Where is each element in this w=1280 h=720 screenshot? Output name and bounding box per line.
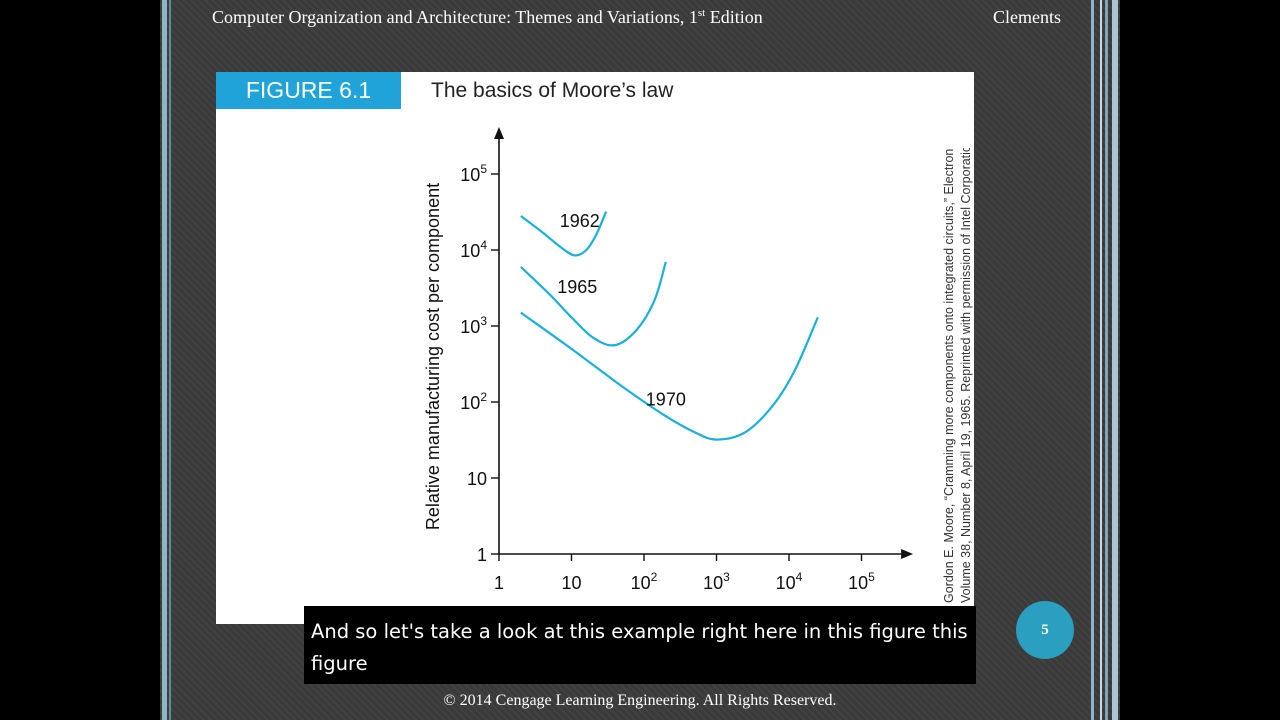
credit-line-2: Volume 38, Number 8, April 19, 1965. Rep… — [959, 148, 973, 603]
x-tick-label-3: 103 — [703, 570, 730, 593]
x-tick-label-2: 102 — [631, 570, 658, 593]
page-number-badge: 5 — [1016, 601, 1074, 659]
curve-label-1970: 1970 — [646, 389, 686, 409]
y-axis-label: Relative manufacturing cost per componen… — [423, 183, 443, 530]
copyright-footer: © 2014 Cengage Learning Engineering. All… — [443, 692, 837, 709]
moores-law-chart: 1 10 102 103 104 105 1 10 102 103 104 105 Relative m… — [423, 127, 914, 593]
y-tick-label-3: 103 — [460, 314, 487, 337]
y-tick-label-5: 105 — [460, 162, 487, 185]
figure-label: FIGURE 6.1 — [216, 72, 401, 109]
y-tick-label-2: 102 — [460, 390, 487, 413]
x-tick-label-4: 104 — [776, 570, 803, 593]
x-tick-label-1: 10 — [561, 573, 581, 593]
curve-1962 — [520, 211, 608, 257]
y-tick-label-0: 1 — [477, 545, 487, 565]
header-title-sup: st — [697, 7, 706, 19]
slide-header-author: Clements — [993, 7, 1061, 27]
figure-title: The basics of Moore’s law — [431, 79, 674, 102]
curve-1970 — [520, 311, 819, 441]
left-border-stripe — [162, 0, 167, 720]
right-border-stripe — [1112, 0, 1118, 720]
figure-panel: FIGURE 6.1 The basics of Moore’s law 1 10… — [216, 72, 974, 624]
curve-label-1962: 1962 — [560, 211, 600, 231]
y-tick-label-4: 104 — [460, 238, 487, 261]
curve-label-1965: 1965 — [557, 277, 597, 297]
x-tick-label-0: 1 — [494, 573, 504, 593]
y-axis-arrow — [494, 127, 504, 139]
credit-line-1: Gordon E. Moore, “Cramming more componen… — [942, 148, 956, 603]
x-axis-arrow — [901, 549, 914, 559]
x-tick-label-5: 105 — [848, 570, 875, 593]
y-tick-label-1: 10 — [467, 469, 487, 489]
header-title-end: Edition — [705, 7, 763, 27]
right-border-stripe-2 — [1105, 0, 1108, 720]
header-title-main: Computer Organization and Architecture: … — [212, 7, 698, 27]
video-caption: And so let's take a look at this example… — [304, 606, 976, 684]
left-border-stripe-thin — [169, 0, 171, 720]
right-border-stripe-4 — [1091, 0, 1094, 720]
slide-header-title: Computer Organization and Architecture: … — [212, 7, 763, 28]
right-border-stripe-3 — [1100, 0, 1102, 720]
curve-1965 — [520, 261, 667, 347]
slide: Computer Organization and Architecture: … — [160, 0, 1120, 720]
